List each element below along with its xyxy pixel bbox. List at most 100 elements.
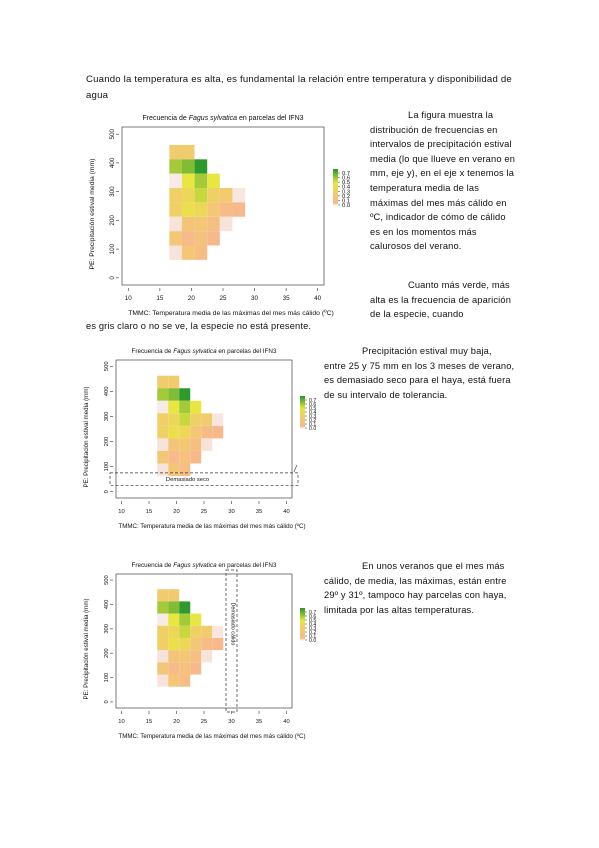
heatmap-cell <box>157 613 169 626</box>
heatmap-cell <box>168 625 180 638</box>
heatmap-cell <box>179 625 191 638</box>
legend-swatch <box>300 613 305 616</box>
legend-swatch <box>333 197 338 200</box>
y-tick-label: 400 <box>109 157 116 168</box>
heatmap-cell <box>168 413 180 426</box>
legend-swatch <box>333 189 338 192</box>
legend-swatch <box>300 636 305 639</box>
y-tick-label: 400 <box>104 600 110 610</box>
heatmap-cell <box>201 425 213 439</box>
legend-swatch <box>300 608 305 610</box>
heatmap-cell <box>157 463 169 477</box>
paragraph-1-text: La figura muestra la distribución de fre… <box>370 110 516 252</box>
legend-tick-label: 0.0 <box>309 426 316 432</box>
x-tick-label: 35 <box>256 719 262 725</box>
legend-swatch <box>333 181 338 184</box>
chart-title-part: en parcelas del IFN3 <box>217 562 277 569</box>
legend-swatch <box>300 611 305 614</box>
y-tick-label: 400 <box>104 387 110 397</box>
legend-tick-label: 0.2 <box>309 418 316 424</box>
heatmap-cell <box>168 438 180 451</box>
heatmap-cell <box>201 637 213 651</box>
legend-tick-label: 0.6 <box>309 402 316 408</box>
legend-swatch <box>333 185 338 188</box>
chart-title: Frecuencia de Fagus sylvatica en parcela… <box>132 348 277 355</box>
legend-swatch <box>300 632 305 634</box>
y-tick-label: 300 <box>109 186 116 197</box>
heatmap-cell <box>157 650 169 663</box>
chart-frequency-dry: Frecuencia de Fagus sylvatica en parcela… <box>83 344 316 530</box>
legend-tick-label: 0.2 <box>309 630 316 636</box>
x-tick-label: 10 <box>118 719 124 725</box>
heatmap-cell <box>157 601 169 614</box>
x-tick-label: 20 <box>173 509 179 515</box>
chart-title-part: Frecuencia de <box>132 562 174 569</box>
legend-swatch <box>300 406 305 408</box>
intro-text: Cuando la temperatura es alta, es fundam… <box>86 74 512 101</box>
plot-frame <box>121 126 325 286</box>
legend-swatch <box>333 175 338 178</box>
heatmap-cell <box>181 159 195 174</box>
legend-swatch <box>300 626 305 628</box>
x-tick-label: 40 <box>314 295 322 302</box>
heatmap-cell <box>168 450 180 464</box>
x-tick-label: 15 <box>156 295 164 302</box>
legend-swatch <box>300 612 305 615</box>
heatmap-cell <box>168 400 180 414</box>
heatmap-cell <box>194 173 208 189</box>
legend-swatch <box>300 424 305 427</box>
legend-tick-label: 0.6 <box>309 614 316 620</box>
heatmap-cell <box>179 425 191 439</box>
heatmap-cell <box>169 159 182 174</box>
heatmap-cell <box>169 144 182 160</box>
heatmap-cell <box>157 625 169 638</box>
x-tick-label: 40 <box>283 509 289 515</box>
heatmap-cell <box>157 388 169 401</box>
heatmap-cell <box>201 650 213 663</box>
legend-swatch <box>300 415 305 418</box>
legend-swatch <box>300 634 305 636</box>
heatmap-cell <box>194 231 208 246</box>
heatmap-cell <box>194 188 208 203</box>
heatmap-chart-2: Frecuencia de Fagus sylvatica en parcela… <box>83 348 316 530</box>
x-tick-label: 25 <box>219 295 227 302</box>
heatmap-cell <box>168 463 180 477</box>
heatmap-cell <box>157 450 169 464</box>
legend-swatch <box>300 401 305 404</box>
heatmap-cell <box>207 173 220 189</box>
legend-swatch <box>300 423 305 426</box>
legend-swatch <box>300 426 305 429</box>
heatmap-cell <box>179 662 191 675</box>
heatmap-cell <box>181 216 195 232</box>
chart-title-part: Frecuencia de <box>132 348 174 355</box>
paragraph-figure-description: La figura muestra la distribución de fre… <box>370 108 516 254</box>
legend-swatch <box>333 178 338 180</box>
legend-swatch <box>333 192 338 194</box>
legend-tick-label: 0.7 <box>342 171 350 177</box>
x-tick-label: 40 <box>283 719 289 725</box>
legend-swatch <box>333 199 338 202</box>
legend-tick-label: 0.3 <box>342 189 350 195</box>
legend-tick-label: 0.6 <box>342 176 350 182</box>
legend-swatch <box>300 404 305 406</box>
chart-frequency-main: Frecuencia de Fagus sylvatica en parcela… <box>86 108 356 317</box>
heatmap-cell <box>194 216 208 232</box>
heatmap-cell <box>168 662 180 675</box>
legend-swatch <box>300 413 305 415</box>
heatmap-cell <box>181 245 195 260</box>
hot-band-label: Demasiado cálido <box>230 603 236 646</box>
chart-title-part: Fagus sylvatica <box>173 348 217 355</box>
heatmap-cell <box>212 637 224 651</box>
heatmap-cell <box>194 245 208 260</box>
heatmap-cell <box>157 637 169 651</box>
legend-swatch <box>333 193 338 196</box>
legend-tick-label: 0.1 <box>309 422 316 428</box>
heatmap-cell <box>194 159 208 174</box>
paragraph-low-precipitation: Precipitación estival muy baja, entre 25… <box>324 344 516 402</box>
heatmap-cell <box>168 425 180 439</box>
heatmap-cell <box>168 650 180 663</box>
legend-swatch <box>333 180 338 183</box>
legend-tick-label: 0.4 <box>309 410 316 416</box>
paragraph-2-text: Cuanto más verde, más alta es la frecuen… <box>370 280 512 320</box>
legend-swatch <box>300 625 305 627</box>
